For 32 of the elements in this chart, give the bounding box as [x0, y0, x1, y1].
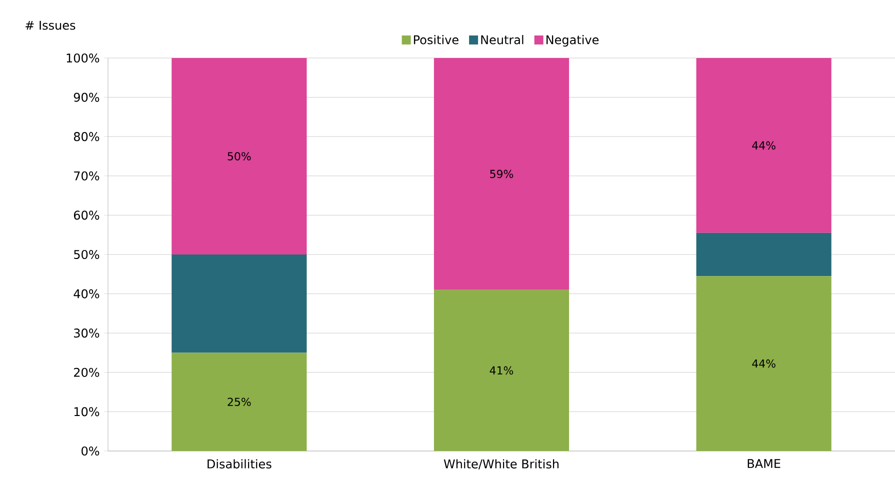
bar: [696, 276, 832, 451]
x-tick-label: BAME: [748, 459, 780, 468]
data-label: 50%: [228, 152, 251, 160]
y-tick-label: 10%: [74, 407, 100, 416]
x-tick-label: Disabilities: [208, 459, 272, 468]
y-tick-label: 0%: [82, 446, 100, 456]
bar: [434, 58, 570, 290]
y-tick-label: 30%: [74, 328, 100, 338]
legend-label: Positive: [414, 35, 458, 44]
y-tick-label: 50%: [74, 250, 100, 260]
bar: [696, 58, 832, 233]
data-label: 44%: [752, 359, 776, 368]
legend-label: Negative: [546, 35, 599, 47]
bar: [434, 290, 570, 451]
y-tick-label: 70%: [74, 171, 100, 180]
y-axis-title: # Issues: [26, 20, 76, 30]
data-label: 25%: [228, 398, 251, 406]
data-label: 44%: [752, 141, 776, 150]
data-label: 59%: [490, 170, 514, 178]
x-tick-label: White/White British: [444, 459, 558, 470]
y-tick-label: 20%: [74, 368, 100, 377]
data-label: 41%: [490, 366, 514, 375]
bar: [696, 232, 832, 276]
bar: [172, 352, 307, 451]
bar: [172, 58, 307, 254]
y-tick-label: 100%: [66, 53, 100, 63]
y-tick-label: 90%: [74, 92, 100, 102]
y-tick-label: 40%: [74, 289, 100, 298]
legend-label: Neutral: [481, 35, 524, 44]
y-tick-label: 60%: [74, 210, 100, 220]
bar: [172, 254, 307, 353]
y-tick-label: 80%: [74, 132, 100, 142]
